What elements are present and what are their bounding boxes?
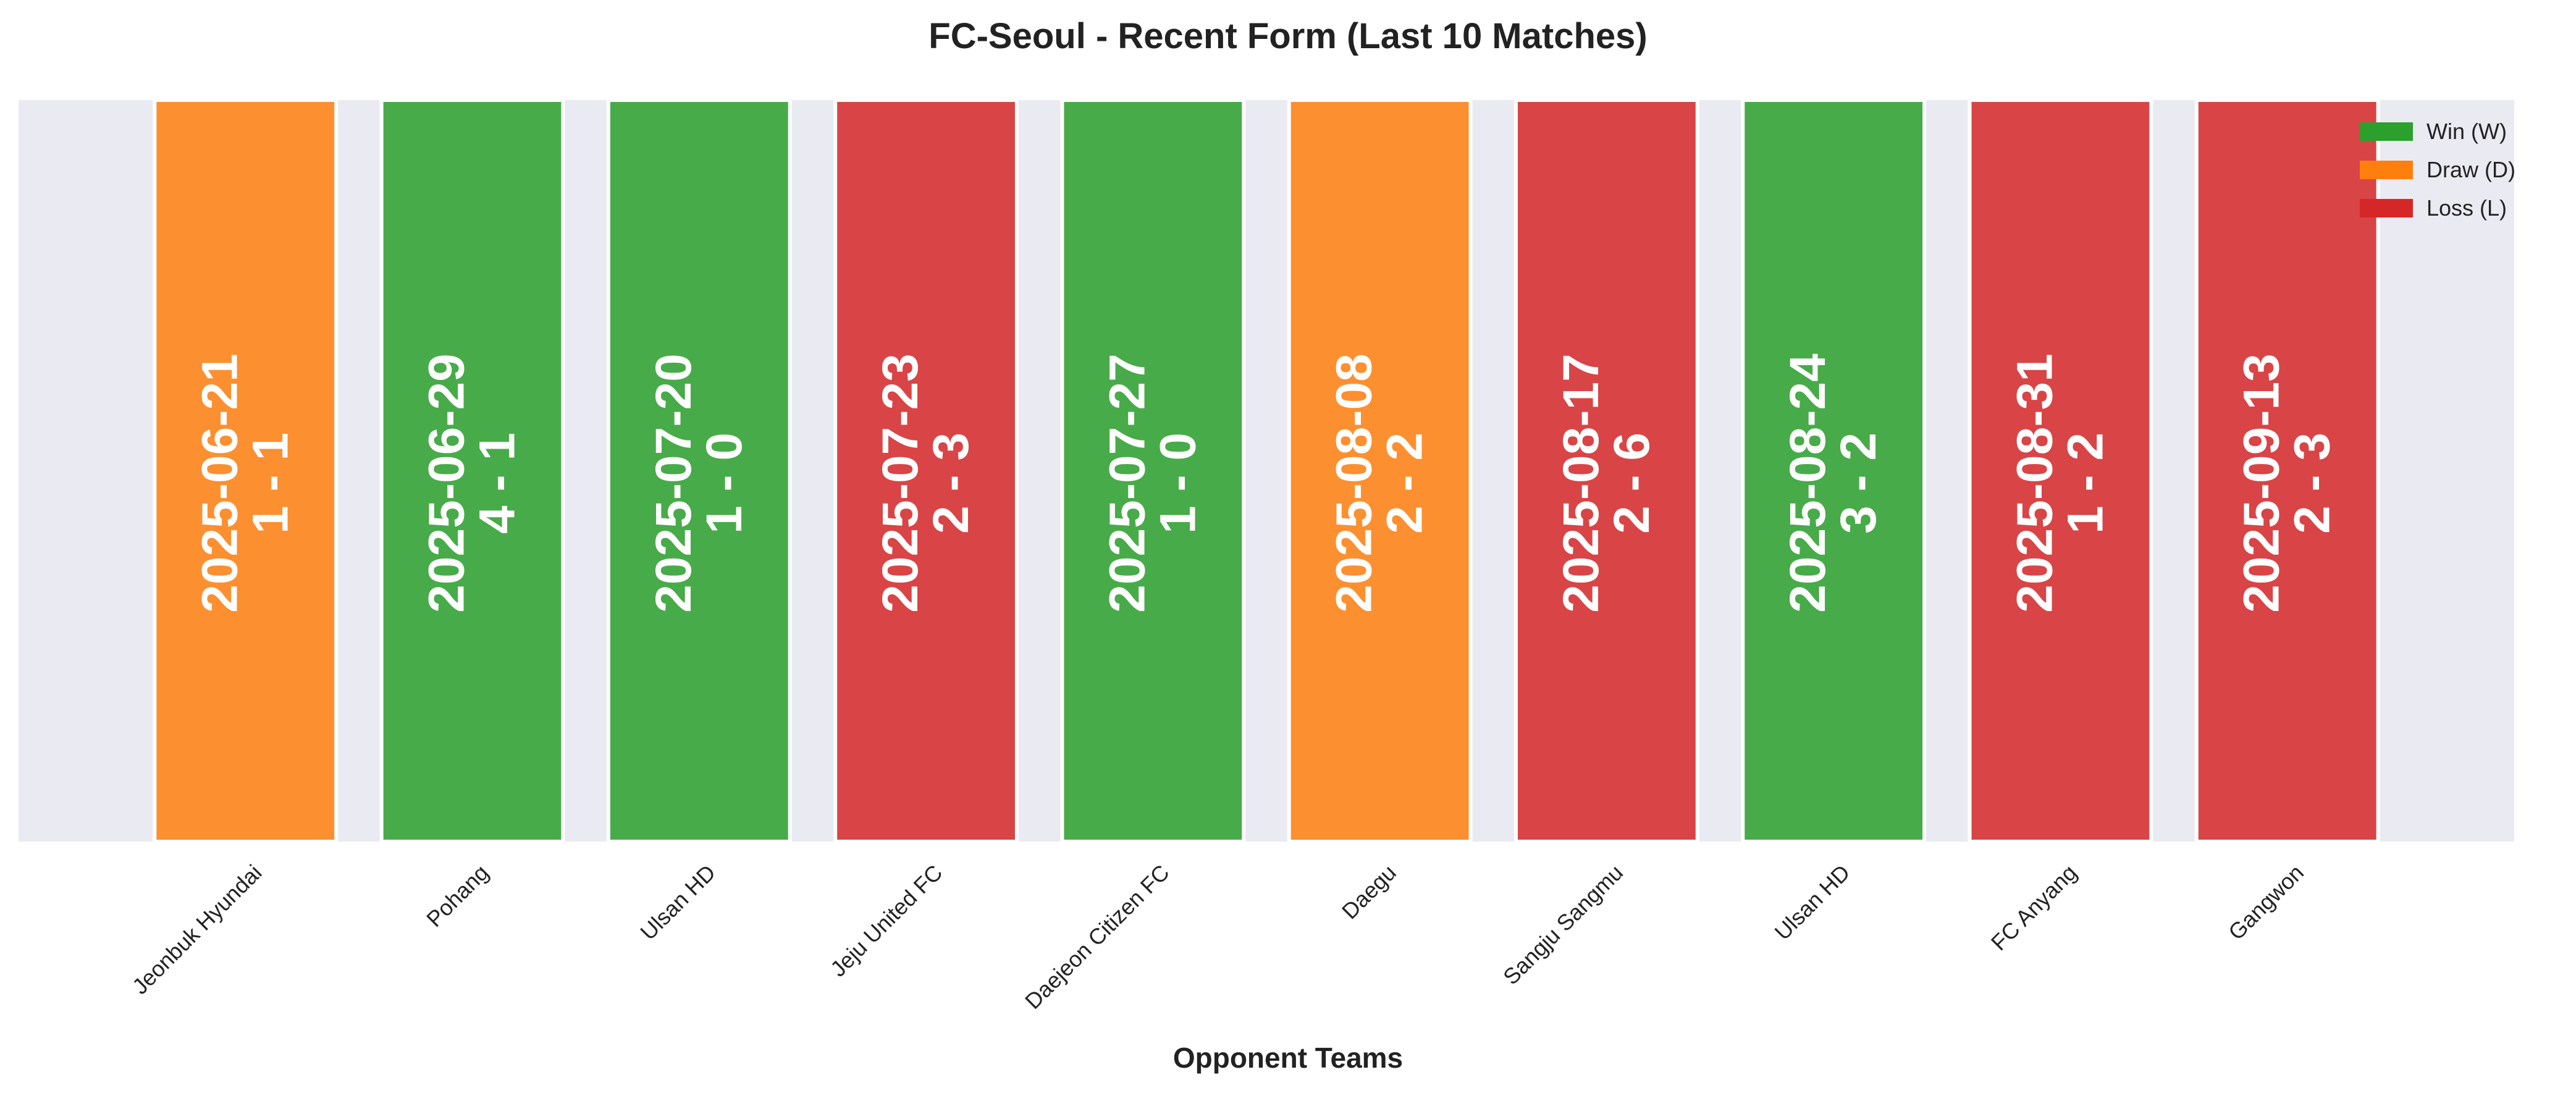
bars-group: 2025-06-211 - 1 2025-06-294 - 1 2025-07-20… (153, 98, 2380, 843)
legend-swatch (2360, 122, 2413, 141)
x-tick-label: Ulsan HD (1770, 859, 1855, 945)
match-date-label: 2025-06-29 (419, 353, 475, 612)
x-axis-label: Opponent Teams (1173, 1042, 1403, 1074)
bar-7 (1514, 98, 1699, 843)
match-date-label: 2025-08-24 (1780, 353, 1836, 613)
bar-label-9: 2025-08-311 - 2 (2006, 353, 2113, 612)
bar-2 (379, 98, 565, 843)
match-score-label: 4 - 1 (469, 433, 526, 534)
bar-1 (153, 98, 339, 843)
match-date-label: 2025-09-13 (2234, 353, 2290, 612)
legend-label: Loss (L) (2427, 195, 2507, 221)
x-tick-label: Ulsan HD (635, 859, 720, 945)
match-score-label: 1 - 0 (1150, 433, 1206, 534)
bar-label-3: 2025-07-201 - 0 (646, 353, 752, 612)
x-tick-label: FC Anyang (1986, 859, 2082, 955)
match-score-label: 2 - 3 (2284, 433, 2341, 534)
match-score-label: 1 - 2 (2057, 433, 2113, 534)
bar-9 (1968, 98, 2153, 843)
legend: Win (W) Draw (D) Loss (L) (2360, 119, 2515, 221)
legend-swatch (2360, 199, 2413, 217)
match-score-label: 3 - 2 (1830, 433, 1887, 534)
match-date-label: 2025-07-23 (872, 353, 928, 612)
bar-label-10: 2025-09-132 - 3 (2234, 353, 2341, 612)
x-tick-label: Gangwon (2223, 859, 2309, 945)
bar-label-5: 2025-07-271 - 0 (1099, 353, 1206, 612)
bar-label-7: 2025-08-172 - 6 (1553, 353, 1660, 612)
match-score-label: 2 - 3 (923, 433, 979, 534)
match-date-label: 2025-08-31 (2006, 353, 2063, 612)
x-tick-label: Jeju United FC (825, 859, 947, 981)
legend-label: Win (W) (2427, 119, 2507, 144)
match-date-label: 2025-06-21 (192, 353, 248, 612)
bar-label-1: 2025-06-211 - 1 (192, 353, 298, 612)
match-date-label: 2025-07-20 (646, 353, 702, 612)
x-tick-label: Jeonbuk Hyundai (127, 859, 267, 999)
x-tick-label: Daejeon Citizen FC (1020, 859, 1174, 1014)
match-score-label: 2 - 6 (1604, 433, 1660, 534)
bar-label-6: 2025-08-082 - 2 (1326, 353, 1433, 612)
x-tick-labels: Jeonbuk Hyundai Pohang Ulsan HD Jeju United… (127, 859, 2309, 1014)
match-date-label: 2025-08-08 (1326, 353, 1383, 612)
x-tick-label: Sangju Sangmu (1498, 859, 1628, 989)
x-tick-label: Daegu (1337, 859, 1401, 924)
match-date-label: 2025-08-17 (1553, 353, 1609, 612)
match-date-label: 2025-07-27 (1099, 353, 1155, 612)
bar-8 (1741, 98, 1927, 843)
x-tick-label: Pohang (421, 859, 494, 932)
match-score-label: 2 - 2 (1377, 433, 1433, 534)
bar-10 (2194, 98, 2380, 843)
match-score-label: 1 - 1 (242, 433, 298, 534)
bar-label-4: 2025-07-232 - 3 (872, 353, 979, 612)
bar-label-2: 2025-06-294 - 1 (419, 353, 526, 612)
match-score-label: 1 - 0 (696, 433, 752, 534)
chart-title: FC-Seoul - Recent Form (Last 10 Matches) (928, 16, 1647, 56)
bar-3 (606, 98, 792, 843)
legend-swatch (2360, 161, 2413, 179)
bar-5 (1060, 98, 1246, 843)
bar-6 (1287, 98, 1473, 843)
bar-label-8: 2025-08-243 - 2 (1780, 353, 1887, 613)
bar-4 (833, 98, 1019, 843)
legend-label: Draw (D) (2427, 157, 2515, 182)
